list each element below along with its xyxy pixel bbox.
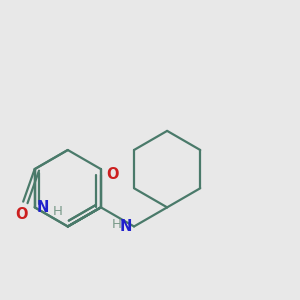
Text: N: N — [120, 219, 132, 234]
Text: H: H — [112, 218, 122, 231]
Text: N: N — [37, 200, 49, 215]
Text: O: O — [15, 207, 28, 222]
Text: O: O — [106, 167, 119, 182]
Text: H: H — [53, 205, 63, 218]
